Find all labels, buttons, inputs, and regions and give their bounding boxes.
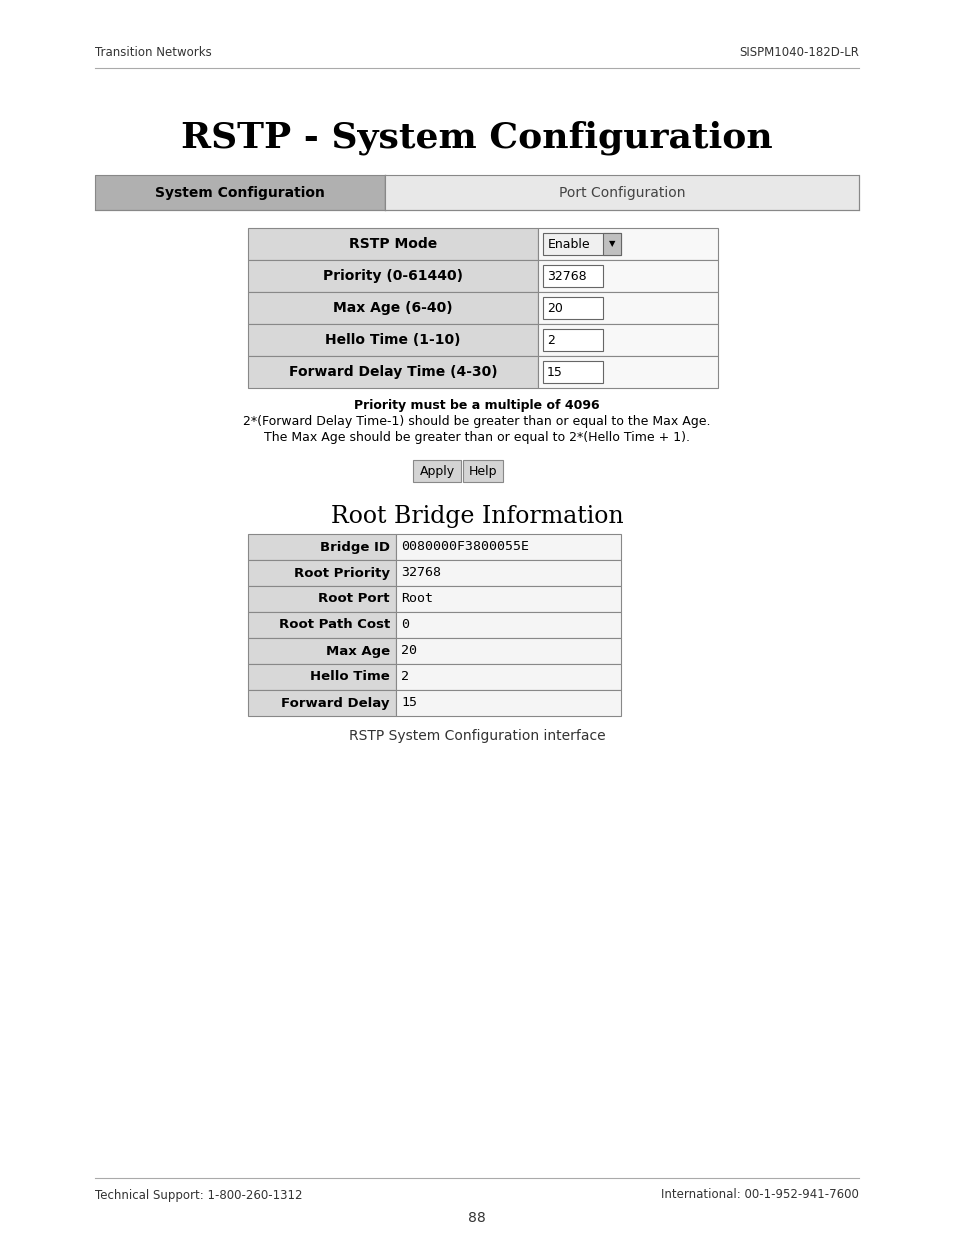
Bar	[542, 296, 602, 319]
Bar	[537, 261, 718, 291]
Text: RSTP - System Configuration: RSTP - System Configuration	[181, 121, 772, 156]
Bar	[537, 356, 718, 388]
Bar	[248, 585, 395, 613]
Text: Max Age: Max Age	[326, 645, 390, 657]
Text: Root Port: Root Port	[318, 593, 390, 605]
Text: Enable: Enable	[547, 237, 590, 251]
Bar	[248, 613, 395, 638]
Bar	[462, 459, 502, 482]
Text: SISPM1040-182D-LR: SISPM1040-182D-LR	[739, 46, 858, 58]
Text: 2: 2	[400, 671, 409, 683]
Bar	[95, 175, 385, 210]
Text: 2: 2	[546, 333, 555, 347]
Text: Max Age (6-40): Max Age (6-40)	[333, 301, 453, 315]
Text: Bridge ID: Bridge ID	[319, 541, 390, 553]
Bar	[248, 664, 395, 690]
Bar	[248, 261, 537, 291]
Bar	[248, 324, 537, 356]
Text: 2*(Forward Delay Time-1) should be greater than or equal to the Max Age.: 2*(Forward Delay Time-1) should be great…	[243, 415, 710, 429]
Text: International: 00-1-952-941-7600: International: 00-1-952-941-7600	[660, 1188, 858, 1202]
Bar	[248, 559, 395, 585]
Bar	[248, 228, 537, 261]
Bar	[248, 690, 395, 716]
Text: Root Bridge Information: Root Bridge Information	[331, 505, 622, 527]
Text: Forward Delay Time (4-30): Forward Delay Time (4-30)	[289, 366, 497, 379]
Text: 32768: 32768	[400, 567, 440, 579]
Text: Hello Time (1-10): Hello Time (1-10)	[325, 333, 460, 347]
Text: 20: 20	[400, 645, 416, 657]
Bar	[385, 175, 858, 210]
Bar	[248, 534, 395, 559]
Bar	[395, 664, 620, 690]
Text: 0080000F3800055E: 0080000F3800055E	[400, 541, 529, 553]
Text: System Configuration: System Configuration	[155, 185, 325, 200]
Bar	[395, 534, 620, 559]
Bar	[413, 459, 460, 482]
Text: Priority must be a multiple of 4096: Priority must be a multiple of 4096	[354, 399, 599, 412]
Text: Root Priority: Root Priority	[294, 567, 390, 579]
Text: Forward Delay: Forward Delay	[281, 697, 390, 709]
Text: 0: 0	[400, 619, 409, 631]
Text: 20: 20	[546, 301, 562, 315]
Bar	[95, 175, 858, 210]
Bar	[395, 613, 620, 638]
Bar	[537, 324, 718, 356]
Text: Root Path Cost: Root Path Cost	[278, 619, 390, 631]
Text: 15: 15	[546, 366, 562, 378]
Bar	[395, 585, 620, 613]
Text: Port Configuration: Port Configuration	[558, 185, 684, 200]
Bar	[537, 291, 718, 324]
Bar	[537, 228, 718, 261]
Bar	[395, 690, 620, 716]
Text: Hello Time: Hello Time	[310, 671, 390, 683]
Bar	[542, 361, 602, 383]
Text: Technical Support: 1-800-260-1312: Technical Support: 1-800-260-1312	[95, 1188, 302, 1202]
Bar	[248, 356, 537, 388]
Bar	[542, 233, 620, 254]
Text: Help: Help	[468, 464, 497, 478]
Bar	[248, 291, 537, 324]
Text: RSTP System Configuration interface: RSTP System Configuration interface	[349, 729, 604, 743]
Text: 88: 88	[468, 1212, 485, 1225]
Text: RSTP Mode: RSTP Mode	[349, 237, 436, 251]
Text: 15: 15	[400, 697, 416, 709]
Bar	[602, 233, 620, 254]
Bar	[542, 266, 602, 287]
Text: Priority (0-61440): Priority (0-61440)	[323, 269, 462, 283]
Text: Root: Root	[400, 593, 433, 605]
Bar	[248, 638, 395, 664]
Text: Transition Networks: Transition Networks	[95, 46, 212, 58]
Text: ▼: ▼	[608, 240, 615, 248]
Text: Apply: Apply	[419, 464, 454, 478]
Text: 32768: 32768	[546, 269, 586, 283]
Text: The Max Age should be greater than or equal to 2*(Hello Time + 1).: The Max Age should be greater than or eq…	[264, 431, 689, 445]
Bar	[395, 638, 620, 664]
Bar	[542, 329, 602, 351]
Bar	[395, 559, 620, 585]
